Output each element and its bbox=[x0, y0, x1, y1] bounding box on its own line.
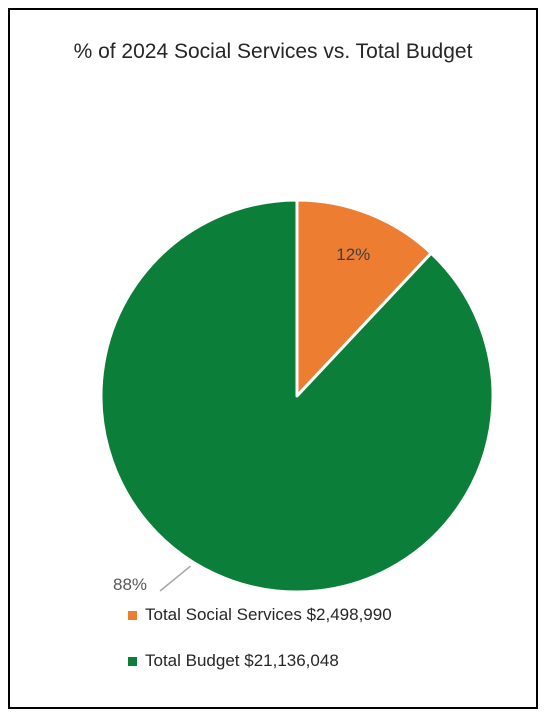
chart-frame: % of 2024 Social Services vs. Total Budg… bbox=[8, 8, 538, 709]
chart-legend: Total Social Services $2,498,990 Total B… bbox=[128, 604, 392, 696]
pie-slice-0 bbox=[295, 198, 433, 398]
data-label-social-services: 12% bbox=[336, 245, 370, 264]
data-label-leader-line bbox=[159, 565, 192, 592]
legend-item-total-budget: Total Budget $21,136,048 bbox=[128, 650, 392, 672]
chart-title: % of 2024 Social Services vs. Total Budg… bbox=[73, 40, 473, 63]
legend-label-total-budget: Total Budget $21,136,048 bbox=[145, 651, 339, 670]
pie-chart: 12% 88% bbox=[99, 198, 495, 594]
pie-slice-1 bbox=[99, 198, 495, 594]
legend-item-social-services: Total Social Services $2,498,990 bbox=[128, 604, 392, 626]
legend-swatch-total-budget bbox=[128, 656, 137, 666]
legend-swatch-social-services bbox=[128, 610, 137, 620]
legend-label-social-services: Total Social Services $2,498,990 bbox=[145, 605, 392, 624]
data-label-total-budget: 88% bbox=[113, 575, 147, 594]
